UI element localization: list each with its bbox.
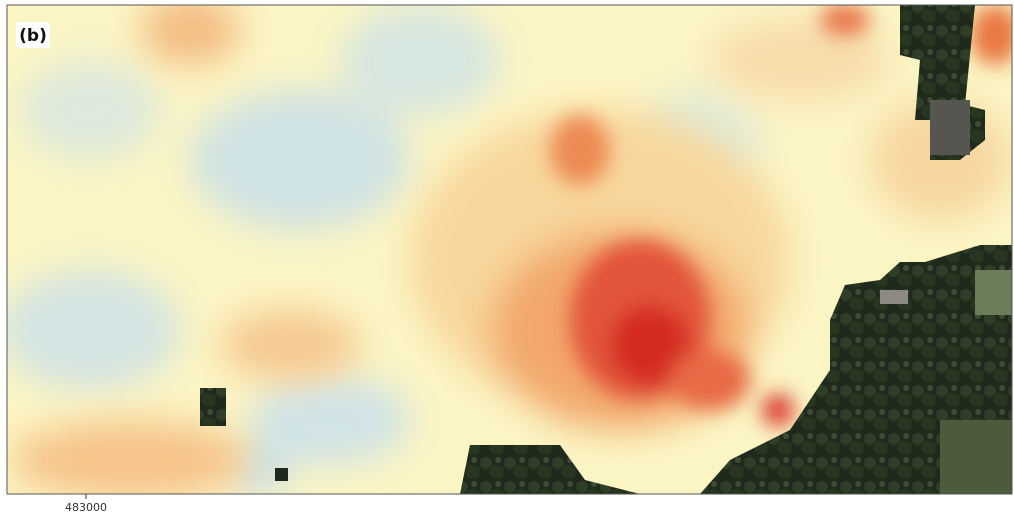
panel-label: (b) — [19, 26, 47, 46]
raster — [0, 0, 1014, 500]
x-tick-label: 483000 — [65, 501, 107, 514]
map-figure: (b) 483000 — [0, 0, 1014, 517]
